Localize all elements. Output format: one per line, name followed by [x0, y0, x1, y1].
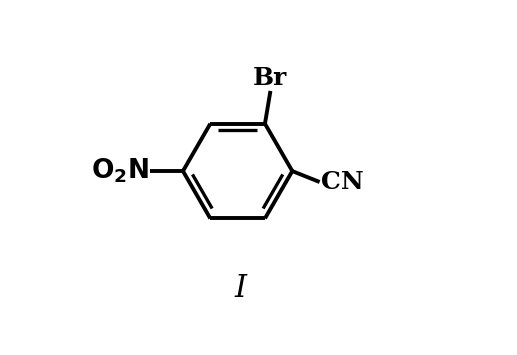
Text: CN: CN: [321, 170, 364, 194]
Text: $\mathbf{O_2N}$: $\mathbf{O_2N}$: [91, 157, 149, 185]
Text: I: I: [234, 273, 247, 304]
Text: Br: Br: [253, 66, 287, 89]
